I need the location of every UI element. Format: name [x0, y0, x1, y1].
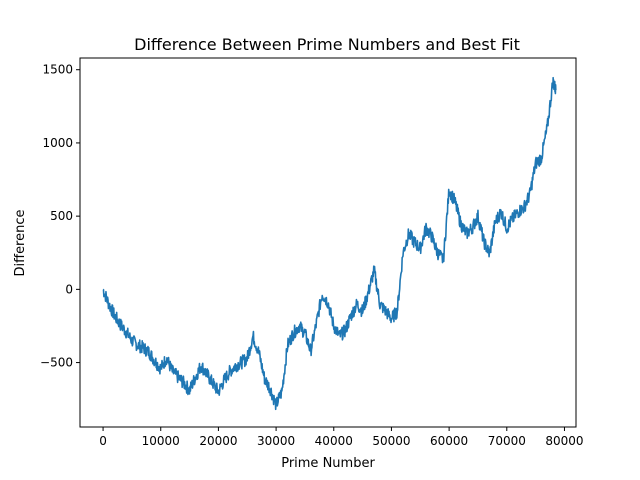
- chart-title: Difference Between Prime Numbers and Bes…: [134, 35, 520, 54]
- y-tick-label: 500: [50, 209, 73, 223]
- y-tick-label: 1000: [42, 136, 73, 150]
- x-tick-label: 40000: [315, 434, 353, 448]
- plot-area: [102, 76, 557, 411]
- x-axis-label: Prime Number: [281, 456, 375, 471]
- y-tick-label: 0: [65, 282, 73, 296]
- x-tick-label: 50000: [372, 434, 410, 448]
- y-axis-label: Difference: [13, 209, 28, 276]
- x-tick-label: 10000: [142, 434, 180, 448]
- y-tick-label: −500: [40, 356, 73, 370]
- x-axis: 0 10000 20000 30000 40000 50000 60000 70000 8000…: [99, 427, 584, 448]
- x-tick-label: 60000: [430, 434, 468, 448]
- x-tick-label: 80000: [545, 434, 583, 448]
- y-tick-label: 1500: [42, 63, 73, 77]
- series-line: [102, 76, 557, 411]
- x-tick-label: 20000: [199, 434, 237, 448]
- axes-frame: [79, 57, 577, 428]
- x-tick-label: 30000: [257, 434, 295, 448]
- x-tick-label: 70000: [488, 434, 526, 448]
- y-axis: −500 0 500 1000 1500: [40, 63, 80, 370]
- x-tick-label: 0: [99, 434, 107, 448]
